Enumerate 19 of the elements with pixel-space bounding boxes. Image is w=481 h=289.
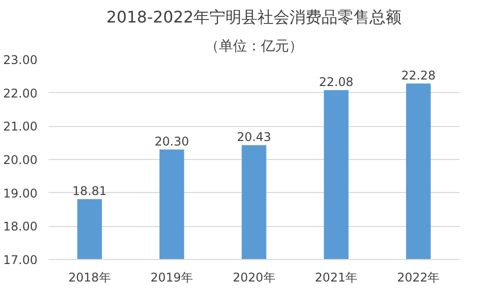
x-tick-label: 2021年 [314,270,358,284]
y-tick-label: 18.00 [3,220,38,234]
chart-subtitle: （单位：亿元） [205,38,303,54]
data-label: 22.28 [401,68,436,82]
data-label: 18.81 [72,184,107,198]
data-label: 20.43 [236,130,272,144]
x-tick-label: 2018年 [68,270,111,284]
x-tick-label: 2022年 [397,270,440,284]
y-tick-label: 19.00 [3,186,38,200]
y-tick-label: 21.00 [3,120,38,134]
x-tick-label: 2020年 [232,270,276,284]
chart-title: 2018-2022年宁明县社会消费品零售总额 [106,8,402,26]
y-tick-label: 17.00 [3,253,38,267]
data-label: 20.30 [154,134,189,148]
y-tick-label: 23.00 [3,53,38,67]
y-tick-label: 20.00 [3,153,38,167]
y-tick-label: 22.00 [3,86,38,100]
x-tick-label: 2019年 [150,270,194,284]
data-label: 22.08 [319,75,354,90]
